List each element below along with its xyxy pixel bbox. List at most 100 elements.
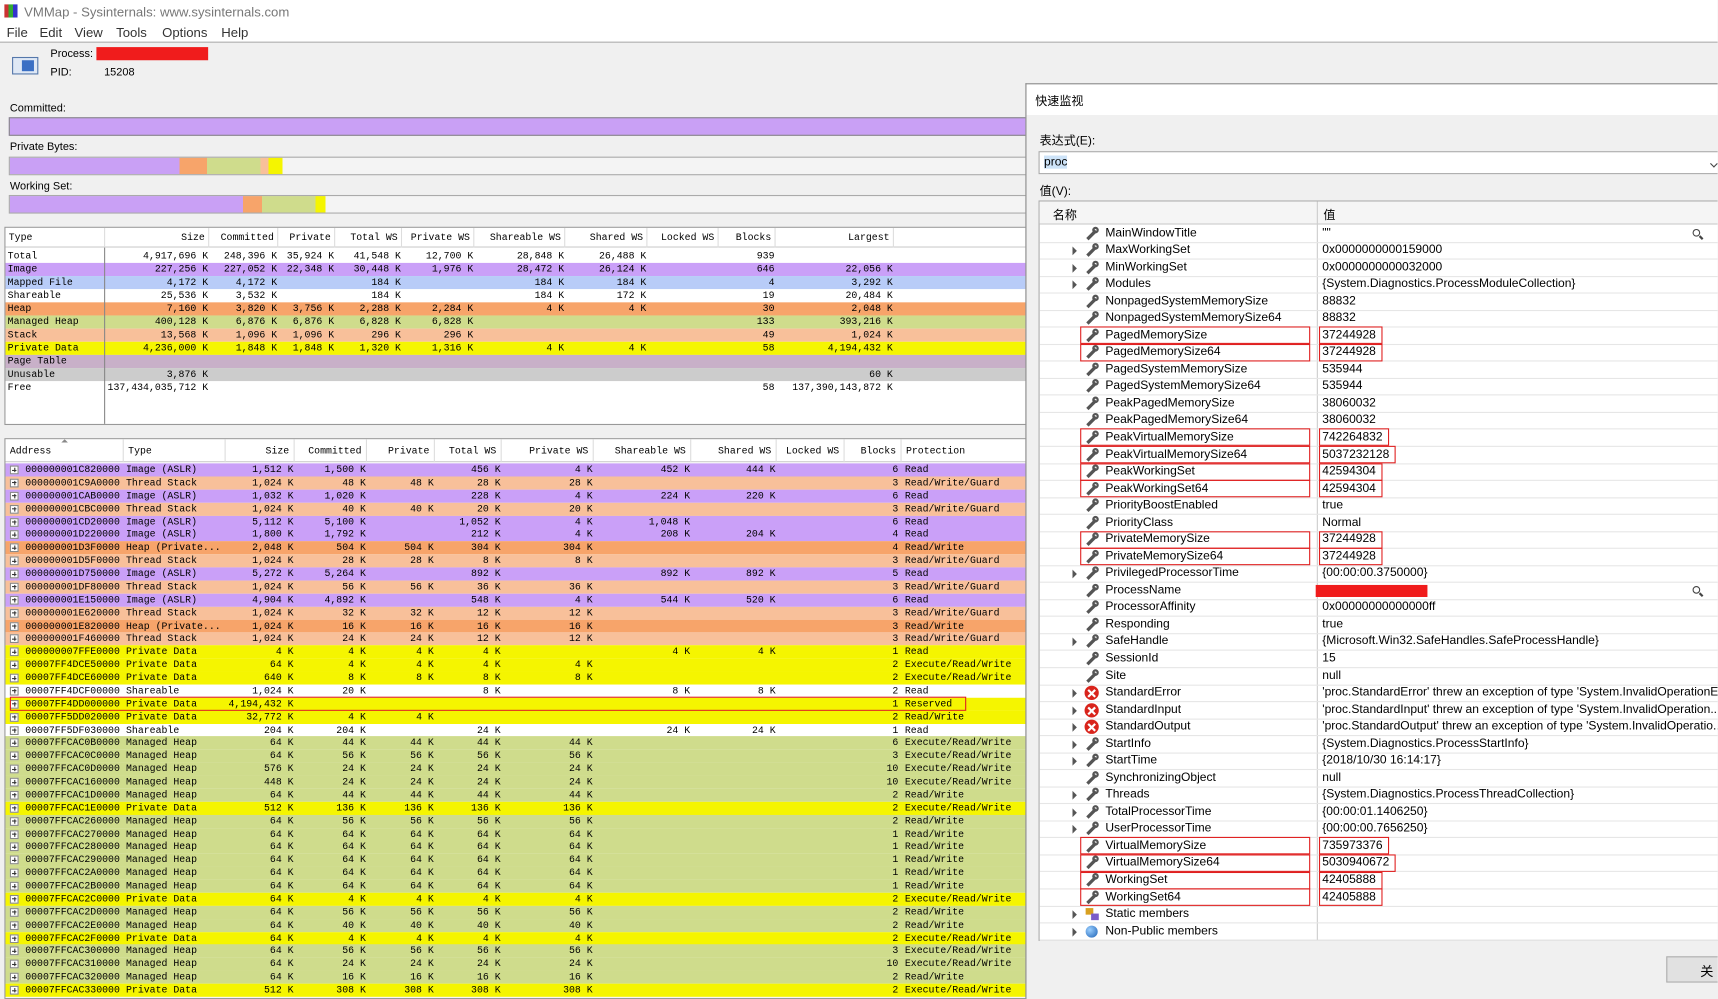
detail-row [5,697,1027,711]
menu-item[interactable]: Tools [116,25,147,41]
detail-cell: 00007FFCAC2E0000 [25,919,120,931]
highlight-box [1318,837,1389,855]
detail-cell: 48 K [342,477,366,489]
expand-arrow[interactable] [1072,638,1077,647]
detail-row [5,970,1027,984]
close-button[interactable] [1666,956,1718,983]
expand-arrow[interactable] [1072,791,1077,800]
dialog-title-bar [1026,84,1718,116]
menu-item[interactable]: Options [162,25,208,41]
row-line [1039,684,1718,686]
detail-cell: Private Data [125,984,197,996]
summary-cell: 296 K [443,329,474,341]
detail-cell: Execute/Read/Write [904,763,1012,775]
expand-arrow[interactable] [1072,569,1077,579]
summary-cell: 19 [762,290,775,302]
detail-cell: 1 [892,867,899,879]
property-name: PrivateMemorySize [1105,532,1210,546]
expand-arrow[interactable] [1072,246,1077,256]
expand-plus-v [13,936,15,941]
highlight-box [1318,888,1383,906]
summary-row [5,354,1027,369]
detail-cell: 8 K [574,672,593,684]
detail-row [5,723,1027,737]
detail-row [5,905,1027,919]
summary-cell: 28,848 K [516,250,565,262]
expand-arrow[interactable] [1072,910,1077,920]
expand-plus-v [13,779,15,785]
value-label: 值(V): [1039,185,1072,199]
detail-row [5,593,1027,607]
detail-row [5,918,1027,932]
property-name: VirtualMemorySize [1105,839,1207,853]
property-name: SessionId [1105,651,1159,665]
expand-arrow[interactable] [1072,825,1077,835]
search-icon[interactable] [1692,585,1701,594]
summary-cell: 2,288 K [359,303,401,315]
summary-cell: 4 K [628,303,647,315]
expand-arrow[interactable] [1072,280,1077,290]
summary-cell: 60 K [869,369,893,381]
expand-arrow[interactable] [1072,263,1077,273]
detail-cell: 000000001DF80000 [25,581,120,593]
detail-cell: 28 K [410,555,434,567]
detail-cell: 452 K [660,464,691,476]
menu-item[interactable]: Edit [39,25,63,41]
menu-item[interactable]: View [74,25,103,41]
expand-arrow[interactable] [1072,808,1077,818]
detail-row [5,775,1027,789]
detail-cell: 208 K [660,529,691,541]
detail-cell: Read [904,516,929,528]
committed-label: Committed: [9,102,66,116]
detail-cell: 24 K [410,763,434,775]
highlight-box [1080,428,1311,447]
wrench-head [1092,260,1099,267]
expand-arrow[interactable] [1072,689,1077,698]
detail-row [5,632,1027,646]
detail-cell: Managed Heap [125,945,197,957]
menu-item[interactable]: Help [221,25,249,41]
working-set-bar [8,194,1028,214]
expand-plus-v [13,532,15,538]
property-value: 'proc.StandardOutput' threw an exception… [1322,719,1718,733]
detail-cell: 3 [892,607,899,619]
summary-cell: 49 [762,329,775,341]
detail-cell: 4 K [574,490,593,502]
detail-cell: 4 K [275,646,294,658]
expand-plus-v [13,923,15,928]
expand-arrow[interactable] [1072,927,1077,937]
wrench-head [1092,464,1099,472]
column-header: Total WS [435,439,502,463]
detail-cell: 000000001F460000 [25,633,120,645]
column-divider [1316,201,1318,941]
detail-cell: 64 K [269,815,294,827]
detail-cell: Reserved [904,698,953,710]
detail-cell: 24 K [410,776,434,788]
detail-cell: 8 K [757,685,776,697]
detail-cell: 1 [892,841,899,853]
summary-cell: 1,320 K [359,342,401,354]
expression-text: proc [1044,155,1068,169]
detail-cell: 4 K [574,464,593,476]
menu-item[interactable]: File [6,25,28,41]
detail-cell: 00007FFCAC1E0000 [25,802,120,814]
detail-cell: Thread Stack [125,555,197,567]
summary-cell: 393,216 K [839,316,893,328]
detail-cell: 2 [892,802,899,814]
wrench-head [1092,379,1099,386]
detail-cell: 1,500 K [324,464,366,476]
detail-row [5,606,1027,620]
property-value: 37244928 [1322,532,1376,546]
expand-arrow[interactable] [1072,757,1077,766]
search-icon[interactable] [1692,228,1701,237]
detail-cell: 4 K [672,646,691,658]
summary-cell: 13,568 K [160,329,209,341]
expand-arrow[interactable] [1072,706,1077,715]
wrench-head [1092,804,1099,812]
summary-cell: 28,472 K [516,263,565,275]
expand-arrow[interactable] [1072,740,1077,749]
expression-input[interactable] [1038,151,1718,175]
summary-cell: Free [7,382,32,394]
detail-cell: 24 K [751,724,776,736]
expand-arrow[interactable] [1072,723,1077,732]
